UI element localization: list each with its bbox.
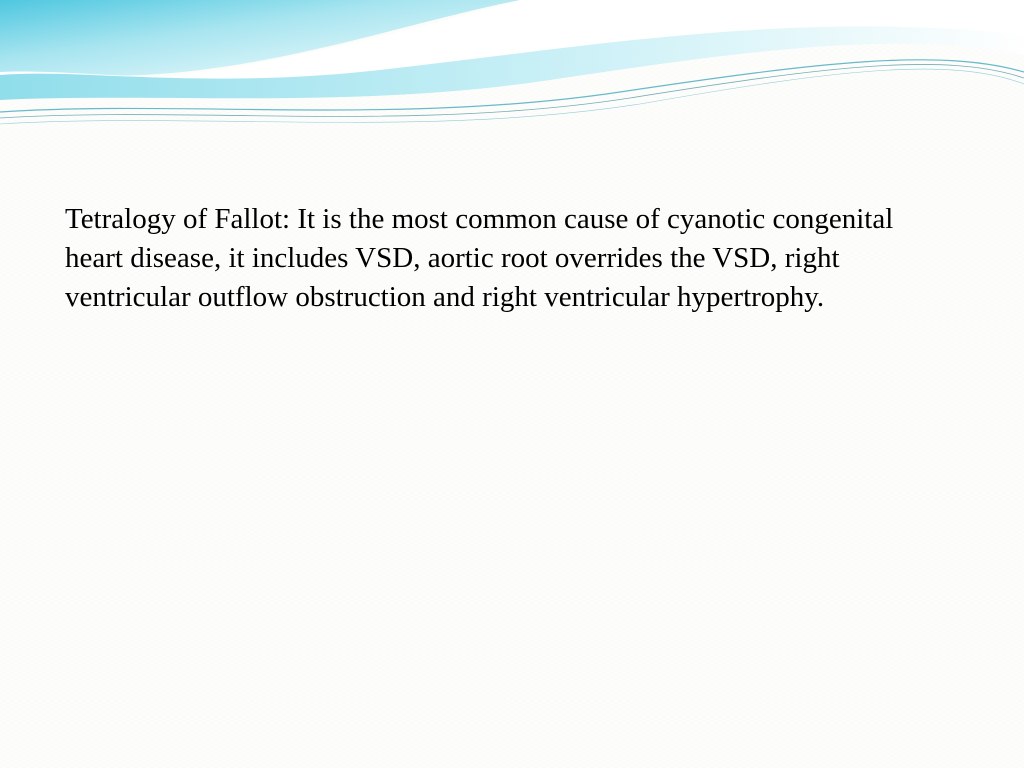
wave-decoration — [0, 0, 1024, 180]
background-texture — [0, 0, 1024, 768]
slide-content: Tetralogy of Fallot: It is the most comm… — [65, 200, 945, 317]
body-paragraph: Tetralogy of Fallot: It is the most comm… — [65, 200, 945, 317]
